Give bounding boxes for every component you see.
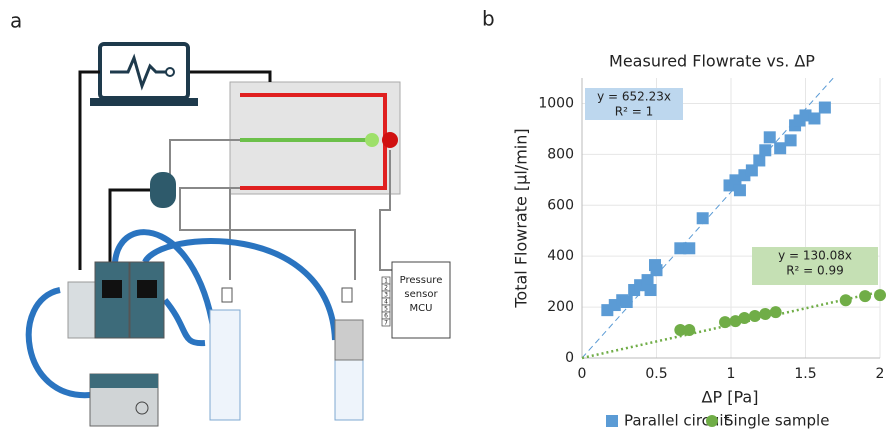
point — [759, 307, 772, 320]
point — [641, 274, 654, 287]
mcu-text: MCU — [410, 303, 433, 314]
tube — [169, 139, 240, 175]
y-tick-label: 800 — [547, 146, 574, 162]
point — [683, 324, 696, 336]
pulse-dot — [165, 67, 175, 77]
knob — [135, 401, 149, 415]
point — [748, 310, 761, 322]
pin — [381, 318, 391, 327]
legend-marker — [706, 415, 718, 427]
chart: Measured Flowrate vs. ΔP0200400600800100… — [512, 52, 886, 430]
mcu-text: sensor — [404, 289, 438, 300]
point — [696, 212, 709, 225]
point — [774, 142, 787, 155]
y-axis-label: Total Flowrate [µl/min] — [512, 128, 531, 308]
point — [784, 134, 797, 147]
tube — [179, 187, 356, 280]
point — [769, 306, 782, 319]
fit-label: y = 130.08x — [778, 249, 852, 263]
y-tick-label: 1000 — [538, 95, 574, 111]
chart-title: Measured Flowrate vs. ΔP — [609, 52, 815, 71]
mcu-text: Pressure — [400, 275, 443, 286]
point — [759, 144, 772, 157]
green-port — [365, 133, 379, 147]
point — [650, 264, 663, 277]
legend-label: Parallel circuit — [624, 412, 730, 430]
pin-label: 1 — [384, 278, 388, 285]
point — [818, 101, 831, 114]
legend-label: Single sample — [724, 412, 829, 430]
red-port — [382, 132, 398, 148]
panel-label: b — [482, 7, 495, 31]
x-tick-label: 2 — [876, 366, 885, 382]
sensor-chip — [341, 287, 353, 303]
point — [719, 316, 732, 329]
signal-line — [78, 70, 100, 270]
signal-line — [108, 188, 160, 262]
point — [808, 112, 821, 125]
diagram — [25, 42, 451, 427]
panel-label: a — [10, 9, 22, 33]
point — [733, 184, 746, 197]
pin-label: 2 — [384, 285, 388, 292]
fit-label: R² = 0.99 — [786, 264, 844, 278]
power-supply-top — [90, 374, 158, 388]
pump-screen — [102, 280, 122, 298]
x-tick-label: 1 — [727, 366, 736, 382]
fit-box — [585, 88, 683, 120]
pin-label: 7 — [384, 320, 388, 327]
point — [674, 324, 687, 336]
pin-label: 3 — [384, 292, 388, 299]
fit-label: y = 652.23x — [597, 90, 671, 104]
point — [683, 242, 696, 255]
pin-label: 5 — [384, 306, 388, 313]
y-tick-label: 600 — [547, 197, 574, 213]
pump — [129, 261, 165, 339]
y-tick-label: 0 — [565, 350, 574, 366]
point — [859, 290, 872, 303]
pump — [94, 261, 130, 339]
point — [839, 294, 852, 307]
sample-tube — [209, 309, 241, 421]
pump — [67, 281, 99, 339]
point — [620, 296, 633, 308]
pin-label: 6 — [384, 313, 388, 320]
tube — [229, 187, 240, 280]
x-tick-label: 0.5 — [645, 366, 667, 382]
monitor-base — [90, 98, 198, 106]
wire — [379, 150, 392, 271]
fit-label: R² = 1 — [615, 105, 653, 119]
fit-box — [752, 247, 878, 285]
y-tick-label: 200 — [547, 299, 574, 315]
legend-marker — [606, 415, 618, 427]
blue-tube — [142, 237, 338, 341]
x-tick-label: 0 — [578, 366, 587, 382]
x-tick-label: 1.5 — [794, 366, 816, 382]
x-axis-label: ΔP [Pa] — [702, 388, 759, 407]
sensor-chip — [221, 287, 233, 303]
mcu-box — [391, 261, 451, 339]
valve — [150, 172, 176, 208]
point — [745, 164, 758, 177]
pin-label: 4 — [384, 299, 388, 306]
point — [738, 312, 751, 325]
sample-holder — [334, 319, 364, 361]
blue-tube — [162, 298, 206, 347]
pump-screen — [137, 280, 157, 298]
trendline — [581, 290, 881, 360]
pulse-icon — [110, 53, 166, 91]
point — [763, 131, 776, 144]
point — [644, 284, 657, 297]
blue-tube — [112, 229, 218, 341]
point — [753, 154, 766, 167]
point — [874, 289, 886, 302]
blue-tube — [25, 287, 91, 399]
y-tick-label: 400 — [547, 248, 574, 264]
signal-line — [190, 70, 272, 82]
